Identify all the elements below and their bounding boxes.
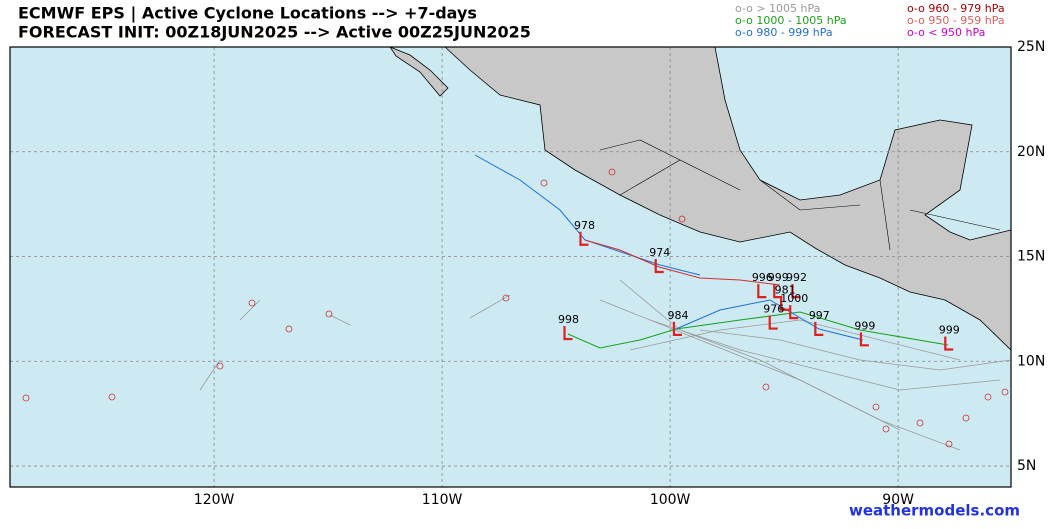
- title: ECMWF EPS | Active Cyclone Locations -->…: [18, 4, 477, 24]
- low-symbol: [757, 284, 767, 299]
- pressure-label: 976: [763, 303, 784, 316]
- low-symbol: [944, 336, 954, 351]
- pressure-label: 998: [558, 313, 579, 326]
- low-symbol: [768, 315, 778, 330]
- legend-entry: o-o 980 - 999 hPa: [735, 26, 833, 39]
- lon-tick-label: 110W: [422, 492, 463, 508]
- low-symbol: [814, 321, 824, 336]
- tracks: [199, 154, 1012, 451]
- low-symbol: [791, 284, 801, 299]
- legend-entry: o-o < 950 hPa: [907, 26, 985, 39]
- pressure-label: 999: [854, 319, 875, 332]
- map-frame: [9, 46, 1012, 488]
- pressure-label: 984: [667, 309, 688, 322]
- pressure-label: 996: [752, 271, 773, 284]
- pressure-label: 997: [809, 309, 830, 322]
- low-symbol: [563, 326, 573, 341]
- low-symbol: [859, 332, 869, 347]
- low-symbol: [780, 296, 790, 311]
- pressure-label: 1000: [780, 292, 808, 305]
- credit: weathermodels.com: [849, 502, 1020, 520]
- pressure-label: 999: [768, 271, 789, 284]
- pressure-label: 974: [649, 246, 670, 259]
- pressure-label: 978: [574, 219, 595, 232]
- low-symbol: [672, 321, 682, 336]
- land: [388, 46, 1012, 351]
- legend-entry: o-o 1000 - 1005 hPa: [735, 14, 847, 27]
- mexico-central-america: [443, 46, 1012, 351]
- lat-tick-label: 25N: [1017, 39, 1045, 55]
- legend-entry: o-o > 1005 hPa: [735, 2, 820, 15]
- low-symbol: [654, 259, 664, 274]
- pressure-label: 981: [775, 284, 796, 297]
- lat-tick-label: 10N: [1017, 353, 1045, 369]
- ocean: [10, 47, 1011, 487]
- lat-tick-label: 5N: [1017, 458, 1036, 474]
- lon-tick-label: 120W: [194, 492, 235, 508]
- low-symbol: [789, 305, 799, 320]
- legend-entry: o-o 950 - 959 hPa: [907, 14, 1005, 27]
- lon-tick-label: 90W: [882, 492, 914, 508]
- lat-tick-label: 15N: [1017, 249, 1045, 265]
- legend-entry: o-o 960 - 979 hPa: [907, 2, 1005, 15]
- subtitle: FORECAST INIT: 00Z18JUN2025 --> Active 0…: [18, 23, 531, 42]
- minor-lows: [22, 168, 1009, 448]
- low-symbol: [579, 231, 589, 246]
- borders: [599, 139, 1001, 251]
- baja: [388, 46, 449, 97]
- lat-tick-label: 20N: [1017, 144, 1045, 160]
- pressure-label: 999: [939, 324, 960, 337]
- grid: 25N 20N 15N 10N 5N 120W 110W 100W 90W: [10, 39, 1045, 508]
- low-symbol: [773, 284, 783, 299]
- pressure-label: 992: [786, 271, 807, 284]
- lon-tick-label: 100W: [650, 492, 691, 508]
